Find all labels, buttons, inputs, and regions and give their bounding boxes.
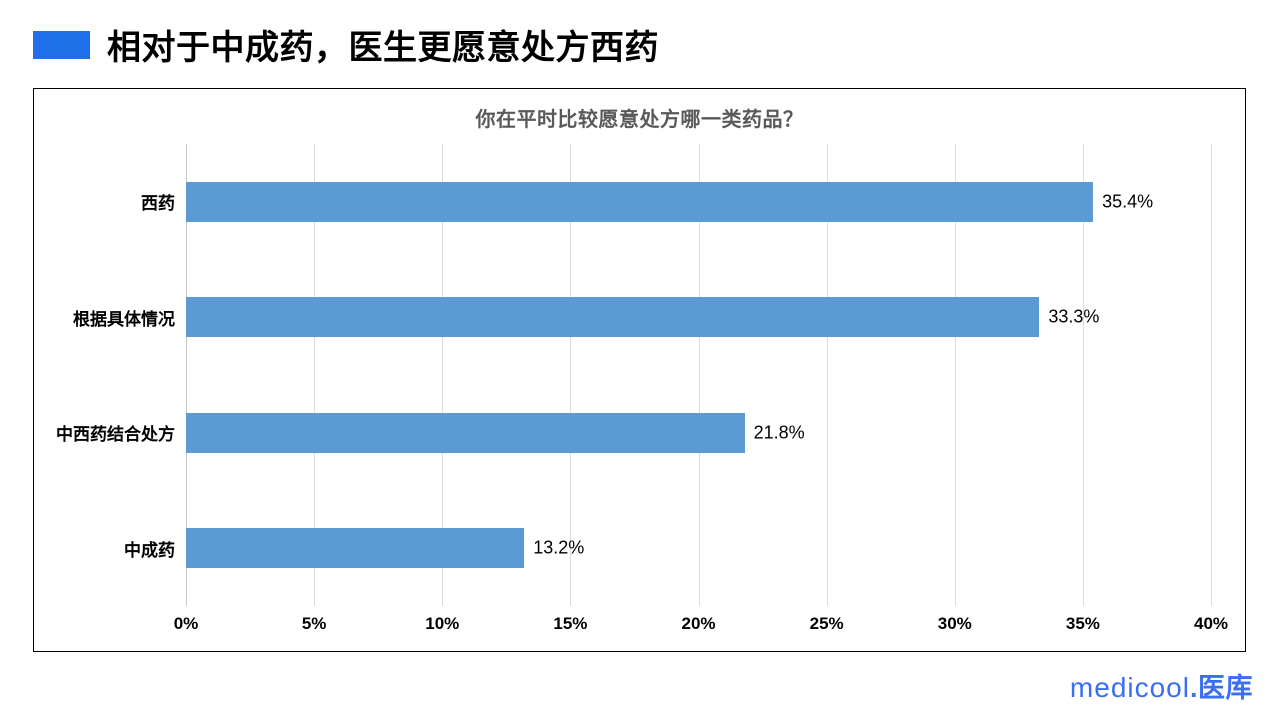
plot-area: 35.4% 33.3% 21.8% 13.2% bbox=[186, 144, 1212, 607]
bar-row: 33.3% bbox=[186, 260, 1211, 376]
x-tick-label: 35% bbox=[1065, 614, 1100, 633]
value-label: 33.3% bbox=[1048, 306, 1100, 327]
value-label: 13.2% bbox=[533, 537, 585, 558]
category-label: 西药 bbox=[141, 194, 175, 214]
x-tick-label: 10% bbox=[425, 614, 460, 633]
gridline bbox=[314, 144, 316, 606]
gridline bbox=[954, 144, 956, 606]
bar bbox=[186, 412, 745, 453]
gridline bbox=[442, 144, 444, 606]
x-tick-label: 20% bbox=[681, 614, 716, 633]
x-tick-label: 15% bbox=[553, 614, 588, 633]
logo-text-cn: .医库 bbox=[1189, 673, 1253, 703]
value-label: 35.4% bbox=[1102, 191, 1154, 212]
gridline bbox=[698, 144, 700, 606]
category-label: 根据具体情况 bbox=[73, 309, 175, 329]
logo-text-en: medicool bbox=[1069, 672, 1190, 703]
category-axis: 西药根据具体情况中西药结合处方中成药 bbox=[34, 144, 175, 606]
x-tick-label: 25% bbox=[809, 614, 844, 633]
x-tick-label: 40% bbox=[1193, 614, 1229, 633]
x-tick-label: 5% bbox=[301, 614, 327, 633]
bar-row: 13.2% bbox=[186, 491, 1211, 607]
category-label: 中成药 bbox=[124, 540, 175, 560]
bar bbox=[186, 528, 525, 569]
bar-row: 21.8% bbox=[186, 375, 1211, 491]
x-tick-label: 0% bbox=[173, 614, 199, 633]
chart-container: 你在平时比较愿意处方哪一类药品？ 西药根据具体情况中西药结合处方中成药 35.4… bbox=[33, 88, 1246, 652]
y-axis-line bbox=[186, 144, 187, 606]
page-title: 相对于中成药，医生更愿意处方西药 bbox=[107, 29, 659, 67]
medicool-logo: medicool .医库 bbox=[1070, 666, 1253, 705]
gridline bbox=[1211, 144, 1212, 606]
category-label: 中西药结合处方 bbox=[56, 425, 175, 445]
bar-row: 35.4% bbox=[186, 144, 1211, 260]
x-axis: 0% 5% 10% 15% 20% 25% 30% 35% 40% bbox=[174, 614, 1228, 636]
chart-title: 你在平时比较愿意处方哪一类药品？ bbox=[475, 109, 804, 131]
x-tick-label: 30% bbox=[937, 614, 972, 633]
title-accent-marker bbox=[33, 30, 90, 59]
bar bbox=[186, 181, 1094, 222]
slide-header: 相对于中成药，医生更愿意处方西药 bbox=[33, 20, 659, 69]
gridline bbox=[570, 144, 572, 606]
gridline bbox=[826, 144, 828, 606]
value-label: 21.8% bbox=[753, 422, 805, 443]
gridline bbox=[1082, 144, 1084, 606]
bar bbox=[186, 297, 1040, 338]
